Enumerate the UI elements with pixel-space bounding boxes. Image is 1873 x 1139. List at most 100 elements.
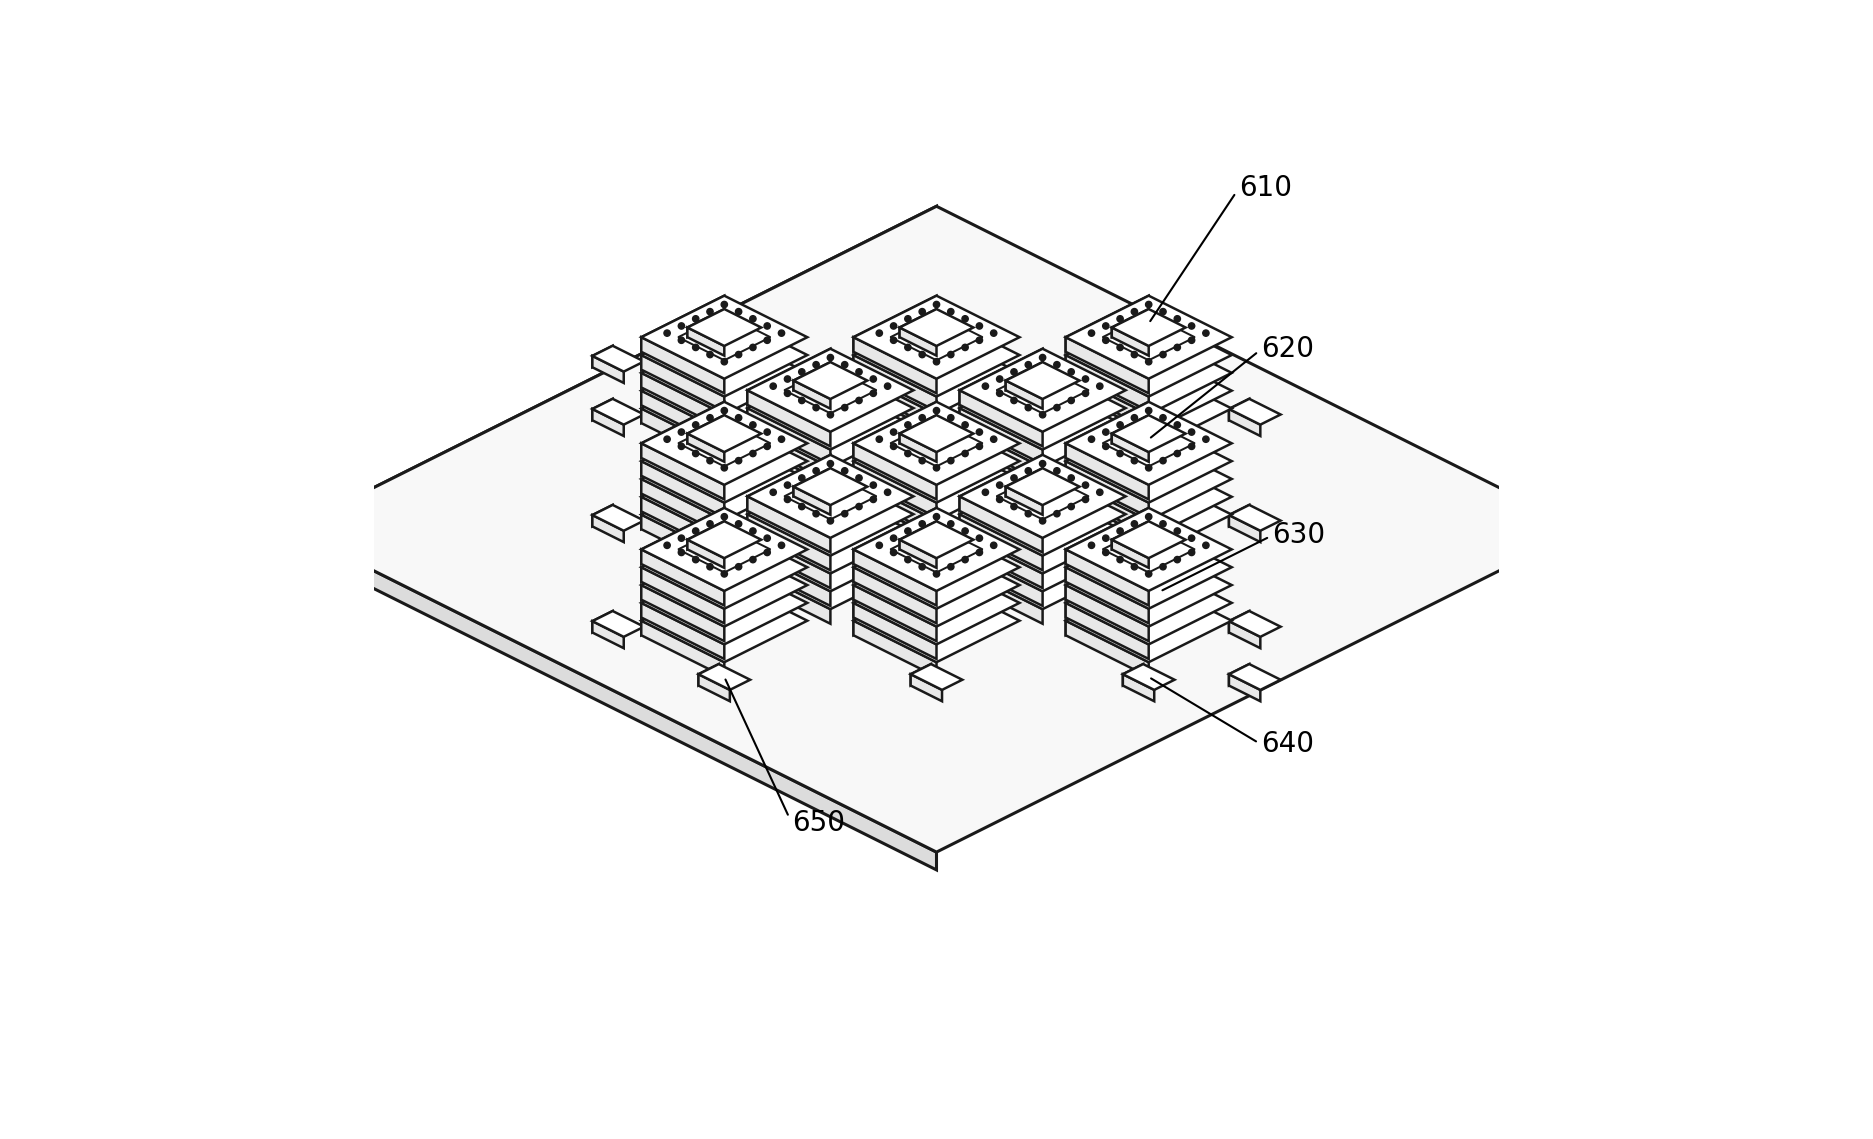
Polygon shape: [1229, 505, 1249, 526]
Polygon shape: [959, 454, 1043, 511]
Polygon shape: [1066, 419, 1148, 476]
Polygon shape: [910, 664, 963, 690]
Circle shape: [920, 521, 925, 527]
Circle shape: [871, 482, 877, 489]
Circle shape: [798, 503, 805, 510]
Polygon shape: [854, 296, 1019, 379]
Circle shape: [1189, 322, 1195, 329]
Circle shape: [1131, 458, 1137, 464]
Polygon shape: [699, 346, 719, 367]
Polygon shape: [1066, 402, 1148, 458]
Circle shape: [749, 421, 757, 428]
Polygon shape: [854, 419, 936, 476]
Circle shape: [1083, 482, 1088, 489]
Text: 620: 620: [1150, 335, 1315, 437]
Circle shape: [1040, 518, 1045, 524]
Circle shape: [1011, 369, 1017, 375]
Circle shape: [1174, 344, 1180, 351]
Circle shape: [948, 309, 953, 314]
Circle shape: [1116, 421, 1124, 428]
Circle shape: [920, 564, 925, 570]
Circle shape: [890, 549, 897, 556]
Polygon shape: [1066, 350, 1148, 405]
Polygon shape: [747, 367, 830, 423]
Polygon shape: [1229, 399, 1281, 425]
Circle shape: [1159, 458, 1167, 464]
Polygon shape: [1066, 437, 1148, 493]
Polygon shape: [854, 508, 1019, 591]
Polygon shape: [592, 621, 624, 648]
Polygon shape: [794, 362, 867, 399]
Circle shape: [1011, 475, 1017, 481]
Polygon shape: [1066, 526, 1232, 608]
Circle shape: [1189, 429, 1195, 435]
Polygon shape: [854, 419, 1019, 502]
Circle shape: [871, 376, 877, 383]
Polygon shape: [747, 508, 914, 591]
Polygon shape: [641, 350, 807, 432]
Circle shape: [976, 535, 983, 541]
Polygon shape: [910, 355, 942, 383]
Circle shape: [663, 542, 671, 549]
Polygon shape: [1066, 296, 1232, 379]
Circle shape: [1174, 450, 1180, 457]
Circle shape: [693, 450, 699, 457]
Circle shape: [764, 549, 770, 556]
Circle shape: [693, 344, 699, 351]
Circle shape: [884, 489, 892, 495]
Circle shape: [856, 503, 862, 510]
Circle shape: [996, 391, 1002, 396]
Polygon shape: [1066, 567, 1148, 623]
Polygon shape: [1113, 540, 1148, 568]
Polygon shape: [959, 567, 1043, 624]
Polygon shape: [1066, 443, 1148, 499]
Polygon shape: [959, 444, 1043, 500]
Polygon shape: [747, 402, 914, 485]
Polygon shape: [747, 349, 914, 432]
Circle shape: [693, 316, 699, 322]
Polygon shape: [1066, 402, 1232, 485]
Circle shape: [963, 316, 968, 322]
Polygon shape: [747, 420, 914, 503]
Circle shape: [1202, 330, 1210, 336]
Circle shape: [1131, 521, 1137, 527]
Polygon shape: [959, 408, 1043, 465]
Polygon shape: [641, 497, 725, 552]
Polygon shape: [1113, 328, 1148, 355]
Circle shape: [1131, 564, 1137, 570]
Circle shape: [877, 330, 882, 336]
Polygon shape: [641, 473, 807, 556]
Polygon shape: [747, 391, 830, 446]
Circle shape: [1088, 330, 1094, 336]
Polygon shape: [899, 434, 936, 461]
Circle shape: [1131, 309, 1137, 314]
Polygon shape: [641, 350, 725, 405]
Circle shape: [1103, 429, 1109, 435]
Circle shape: [1174, 527, 1180, 534]
Polygon shape: [959, 514, 1043, 571]
Circle shape: [1025, 361, 1032, 368]
Polygon shape: [641, 456, 725, 511]
Polygon shape: [699, 664, 751, 690]
Polygon shape: [794, 380, 830, 409]
Circle shape: [736, 564, 742, 570]
Polygon shape: [1229, 664, 1249, 686]
Polygon shape: [1066, 313, 1232, 396]
Polygon shape: [1066, 473, 1148, 530]
Circle shape: [706, 564, 714, 570]
Circle shape: [1131, 352, 1137, 358]
Polygon shape: [592, 505, 612, 526]
Polygon shape: [1066, 562, 1148, 617]
Circle shape: [963, 557, 968, 563]
Circle shape: [693, 527, 699, 534]
Circle shape: [1040, 411, 1045, 418]
Polygon shape: [747, 508, 830, 565]
Circle shape: [963, 527, 968, 534]
Polygon shape: [959, 491, 1126, 574]
Polygon shape: [747, 514, 830, 571]
Circle shape: [1189, 535, 1195, 541]
Circle shape: [991, 542, 996, 549]
Circle shape: [1083, 497, 1088, 502]
Polygon shape: [854, 543, 1019, 626]
Circle shape: [1174, 316, 1180, 322]
